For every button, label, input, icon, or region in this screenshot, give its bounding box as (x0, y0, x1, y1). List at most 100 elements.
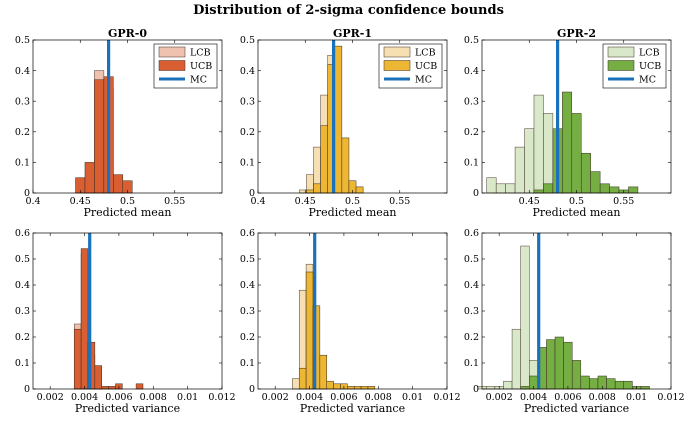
mean-1-legend-lcb-label: LCB (415, 48, 436, 59)
var-0-x-tick-label: 0.008 (140, 392, 167, 403)
mean-2-x-tick-label: 0.55 (613, 196, 634, 207)
var-2-x-tick-label: 0.006 (554, 392, 581, 403)
mean-2-legend-lcb-swatch (607, 46, 635, 58)
var-1-ucb-bar (326, 380, 334, 390)
var-0-axes-frame (32, 232, 223, 390)
mean-2-ucb-bar (590, 171, 601, 194)
mean-0-ucb-bar (84, 162, 95, 194)
var-0-ucb-bar (73, 328, 82, 390)
var-1-ucb-bar (333, 383, 341, 390)
var-1-x-tick-label: 0.004 (296, 392, 323, 403)
mean-2-lcb-bar (533, 94, 544, 194)
mean-1-legend-ucb-swatch (383, 60, 411, 71)
mean-0-y-tick-label: 0 (24, 188, 30, 199)
mean-1-ucb-bar (334, 45, 343, 194)
mean-1-ucb-bar (306, 189, 314, 194)
var-2-x-tick-label: 0.004 (520, 392, 547, 403)
mean-1-ucb-bar (355, 186, 364, 194)
mean-0-y-tick-label: 0.5 (15, 35, 30, 46)
mean-0-title: GPR-0 (108, 27, 147, 40)
mean-2-ucb-bar (599, 183, 610, 194)
mean-1-y-tick-label: 0.1 (240, 158, 255, 169)
var-1-y-tick-label: 0.4 (240, 280, 255, 291)
mean-1-legend-lcb-swatch (383, 46, 411, 58)
var-1-ucb-bar (360, 386, 369, 390)
var-2-y-tick-label: 0.5 (464, 254, 479, 265)
var-1-lcb-bar (292, 378, 300, 390)
mean-2-ucb-bar (580, 152, 591, 194)
mean-1-x-tick-label: 0.55 (389, 196, 410, 207)
var-2-x-tick-label: 0.01 (626, 392, 647, 403)
mean-2-lcb-bar (505, 183, 516, 194)
var-0-y-tick-label: 0.6 (15, 228, 30, 239)
var-2-lcb-bar (511, 328, 521, 390)
mean-2-x-label: Predicted mean (533, 206, 621, 219)
mean-2-legend-ucb-label: UCB (639, 61, 661, 72)
mean-1-x-tick-label: 0.4 (250, 196, 265, 207)
mean-2-y-tick-label: 0 (473, 188, 479, 199)
mean-2-lcb-bar (514, 146, 525, 194)
mean-2-y-tick-label: 0.5 (464, 35, 479, 46)
mean-0-legend-ucb-label: UCB (190, 61, 212, 72)
var-2-ucb-bar (571, 360, 582, 390)
mean-0-x-label: Predicted mean (84, 206, 172, 219)
mean-1-y-tick-label: 0.2 (240, 127, 255, 138)
mean-1-title: GPR-1 (333, 27, 372, 40)
var-1-y-tick-label: 0.2 (240, 332, 255, 343)
var-2-ucb-bar (554, 336, 564, 390)
mean-2-y-tick-label: 0.1 (464, 158, 479, 169)
mean-1-y-tick-label: 0 (249, 188, 255, 199)
var-2-lcb-bar (503, 380, 513, 390)
var-0-x-tick-label: 0.002 (37, 392, 64, 403)
var-1-axes-frame (257, 232, 448, 390)
var-1-x-tick-label: 0.012 (433, 392, 460, 403)
var-1-y-tick-label: 0.1 (240, 358, 255, 369)
var-1-ucb-bar (298, 367, 307, 390)
var-2-x-tick-label: 0.002 (486, 392, 513, 403)
mean-1-x-tick-label: 0.5 (345, 196, 360, 207)
var-1-x-label: Predicted variance (300, 402, 405, 415)
var-2-y-tick-label: 0.3 (464, 306, 479, 317)
var-2-ucb-bar (546, 339, 556, 390)
mean-2-legend-ucb-swatch (607, 60, 635, 71)
mean-0-y-tick-label: 0.1 (15, 158, 30, 169)
mean-0-y-tick-label: 0.4 (15, 66, 30, 77)
mean-0-ucb-bar (113, 174, 124, 194)
mean-0-x-tick-label: 0.5 (120, 196, 135, 207)
var-2-x-tick-label: 0.008 (589, 392, 616, 403)
var-2-y-tick-label: 0.2 (464, 332, 479, 343)
var-2-x-tick-label: 0.012 (657, 392, 684, 403)
mean-0-y-tick-label: 0.2 (15, 127, 30, 138)
var-0-y-tick-label: 0.2 (15, 332, 30, 343)
var-1-x-tick-label: 0.008 (365, 392, 392, 403)
var-2-ucb-bar (623, 380, 633, 390)
mean-2-ucb-bar (562, 91, 573, 194)
mean-2-legend-mc-label: MC (639, 75, 656, 86)
var-2-ucb-bar (606, 378, 616, 390)
var-0-ucb-bar (80, 248, 89, 390)
mean-1-x-label: Predicted mean (309, 206, 397, 219)
mean-2-ucb-bar (609, 186, 620, 194)
var-2-y-tick-label: 0 (473, 384, 479, 395)
mean-2-ucb-bar (543, 183, 554, 194)
var-0-x-tick-label: 0.006 (105, 392, 132, 403)
var-0-ucb-bar (135, 383, 144, 390)
mean-0-x-tick-label: 0.45 (70, 196, 91, 207)
mean-0-y-tick-label: 0.3 (15, 96, 30, 107)
var-0-y-tick-label: 0.1 (15, 358, 30, 369)
var-1-ucb-bar (305, 271, 314, 390)
var-0-ucb-bar (108, 386, 116, 390)
var-2-lcb-bar (520, 245, 530, 390)
var-2-y-tick-label: 0.4 (464, 280, 479, 291)
mean-1-y-tick-label: 0.3 (240, 96, 255, 107)
mean-2-title: GPR-2 (557, 27, 596, 40)
var-0-y-tick-label: 0.4 (15, 280, 30, 291)
mean-2-lcb-bar (543, 113, 554, 194)
mean-2-y-tick-label: 0.4 (464, 66, 479, 77)
mean-2-y-tick-label: 0.2 (464, 127, 479, 138)
var-1-y-tick-label: 0.3 (240, 306, 255, 317)
var-0-x-tick-label: 0.004 (71, 392, 98, 403)
mean-2-ucb-bar (533, 189, 544, 194)
var-1-ucb-bar (319, 354, 327, 390)
var-2-ucb-bar (640, 386, 650, 390)
